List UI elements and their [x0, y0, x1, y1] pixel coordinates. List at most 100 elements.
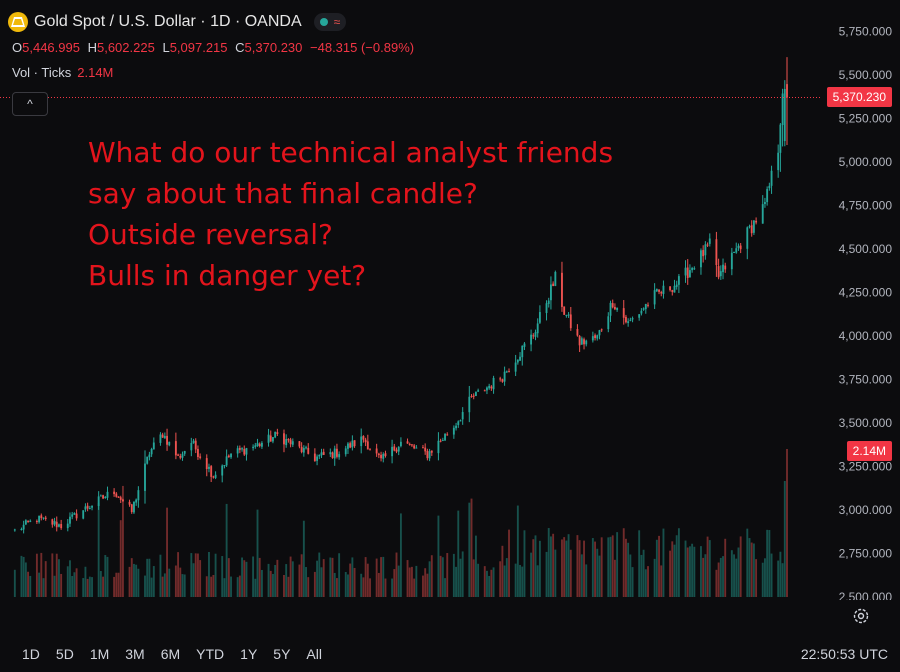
y-tick-label: 4,250.000 [839, 285, 893, 299]
candle-body [27, 520, 29, 522]
y-tick-label: 3,250.000 [839, 459, 893, 473]
volume-bar [102, 576, 105, 597]
market-open-icon [319, 18, 328, 26]
candle-body [779, 124, 782, 153]
utc-clock[interactable]: 22:50:53 UTC [800, 646, 888, 662]
y-tick-label: 5,000.000 [839, 155, 893, 169]
candle-body [236, 448, 239, 454]
volume-bar [137, 568, 140, 597]
candle-body [609, 302, 612, 316]
symbol-title[interactable]: Gold Spot / U.S. Dollar · 1D · OANDA [34, 13, 302, 30]
candle-body [446, 434, 449, 436]
volume-bar [644, 569, 647, 597]
volume-bar [22, 556, 25, 597]
candle-body [168, 441, 171, 446]
range-button-all[interactable]: All [306, 646, 322, 662]
candle-body [642, 308, 645, 310]
candle-body [629, 319, 632, 321]
candle-body [82, 510, 85, 519]
volume-bar [397, 565, 400, 597]
candle-body [391, 446, 394, 457]
candle-body [44, 517, 47, 520]
volume-bar [534, 535, 537, 597]
volume-bar [658, 535, 660, 597]
volume-bar [208, 551, 210, 597]
volume-bar [616, 532, 619, 597]
volume-bar [474, 535, 477, 597]
range-button-1m[interactable]: 1M [89, 646, 110, 662]
candle-body [717, 266, 720, 278]
volume-bar [704, 554, 707, 597]
volume-bar [272, 573, 274, 597]
range-button-1d[interactable]: 1D [22, 646, 40, 662]
candle-body [190, 442, 193, 451]
candle-body [272, 437, 274, 442]
candle-body [739, 245, 742, 250]
volume-bar [598, 555, 601, 597]
range-button-ytd[interactable]: YTD [196, 646, 225, 662]
settings-gear-icon[interactable] [852, 607, 870, 625]
candle-body [146, 456, 149, 464]
volume-bar [199, 560, 202, 597]
candle-body [227, 455, 230, 458]
volume-bar [113, 576, 116, 597]
volume-bar [150, 577, 153, 597]
volume-bar [708, 540, 711, 597]
volume-bar [653, 558, 656, 597]
volume-bar [117, 572, 120, 597]
range-button-3m[interactable]: 3M [125, 646, 145, 662]
volume-bar [607, 537, 610, 597]
range-button-6m[interactable]: 6M [160, 646, 181, 662]
volume-bar [177, 552, 180, 597]
volume-bar [51, 553, 54, 597]
candle-body [777, 152, 780, 171]
volume-bar [545, 551, 548, 597]
volume-bar [128, 566, 131, 597]
candle-body [552, 283, 555, 287]
volume-bar [730, 550, 733, 597]
volume-bar [205, 576, 208, 597]
range-button-1y[interactable]: 1Y [240, 646, 258, 662]
candle-body [561, 272, 563, 307]
range-button-5y[interactable]: 5Y [273, 646, 291, 662]
candle-body [733, 251, 735, 253]
candle-body [399, 441, 402, 447]
candle-body [492, 377, 495, 390]
candle-body [254, 445, 257, 447]
volume-bar [291, 561, 294, 597]
range-button-5d[interactable]: 5D [55, 646, 74, 662]
candle-body [205, 458, 208, 470]
candle-body [163, 435, 166, 439]
volume-bar [752, 543, 755, 597]
candle-body [241, 448, 243, 450]
candle-body [627, 321, 630, 324]
candle-body [375, 448, 378, 454]
candle-body [366, 441, 369, 450]
volume-bar [452, 553, 455, 597]
candle-body [408, 444, 411, 446]
price-chart[interactable]: 5,750.000 5,500.000 5,250.000 5,000.000 4,75… [0, 0, 900, 600]
volume-legend[interactable]: Vol · Ticks 2.14M [12, 65, 113, 80]
candle-body [223, 465, 226, 467]
candle-body [622, 308, 625, 318]
candle-body [768, 185, 771, 189]
candle-body [177, 454, 180, 456]
volume-bar [764, 558, 766, 597]
annotation-line: Bulls in danger yet? [88, 259, 367, 292]
candle-body [274, 431, 277, 438]
candle-body [395, 449, 398, 452]
open-value: 5,446.995 [22, 40, 80, 55]
volume-bar [567, 534, 570, 597]
volume-bar [750, 542, 753, 597]
candle-body [660, 292, 663, 294]
volume-bar [514, 563, 517, 597]
candle-body [748, 226, 751, 228]
volume-bar [457, 510, 460, 597]
candle-body [267, 434, 270, 443]
collapse-legend-button[interactable]: ^ [12, 92, 48, 116]
candle-body [121, 499, 124, 502]
candle-body [20, 528, 23, 530]
market-status-pill[interactable]: ≈ [313, 13, 347, 31]
candle-body [137, 490, 140, 501]
candle-body [353, 440, 356, 447]
